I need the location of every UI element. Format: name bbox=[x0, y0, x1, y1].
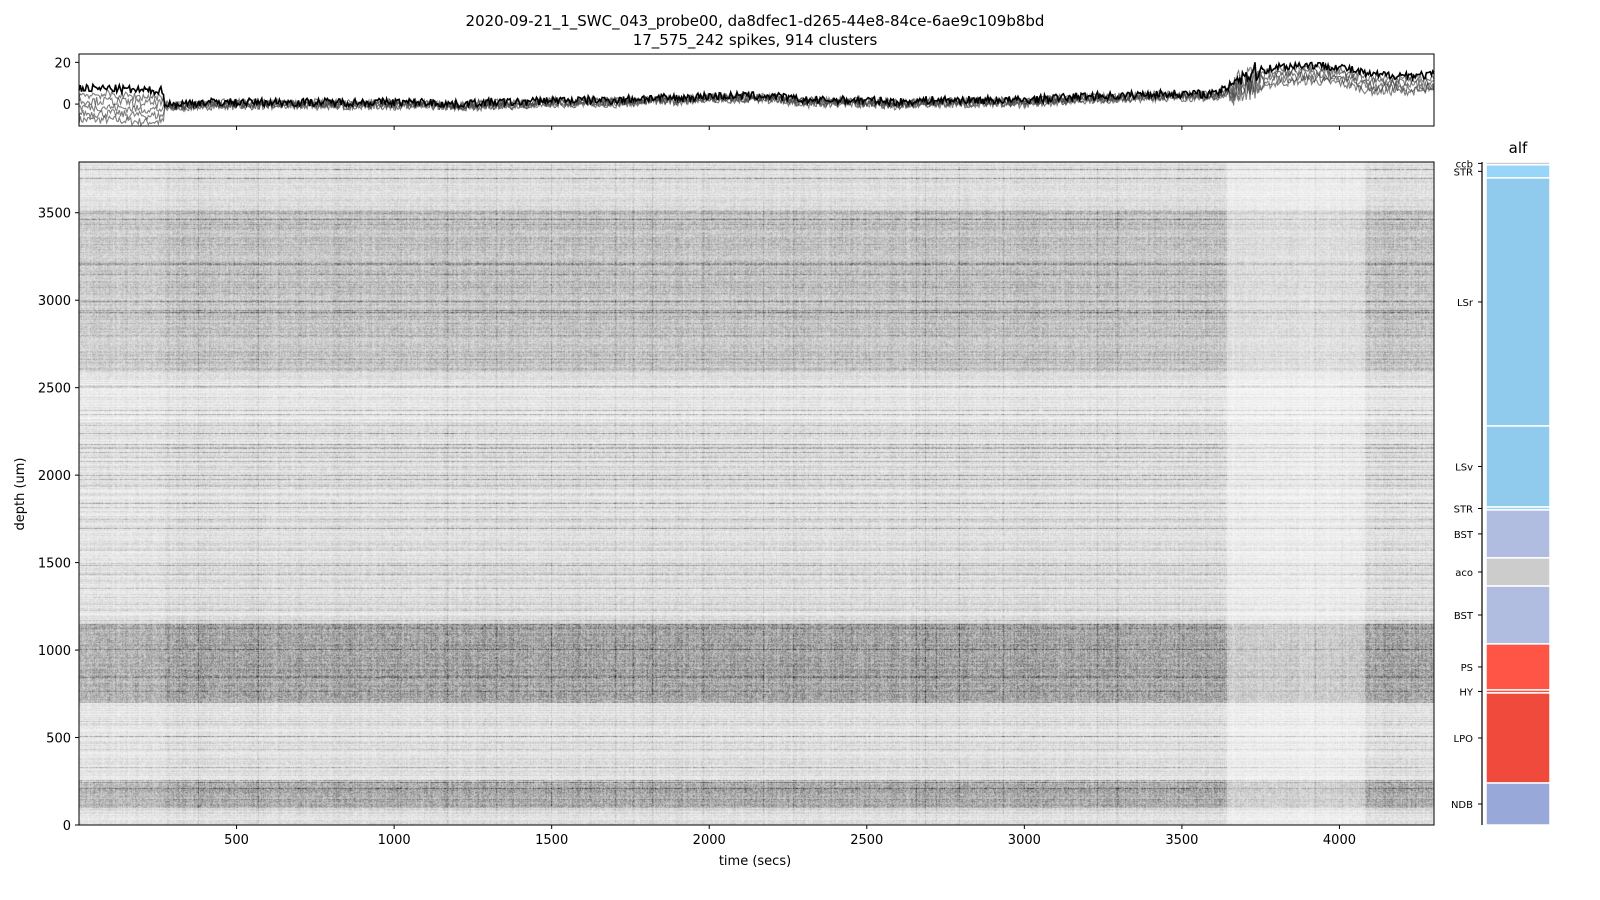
y-tick-label: 2000 bbox=[38, 469, 71, 484]
region-aco bbox=[1485, 557, 1551, 587]
drift-panel: 0 20 bbox=[54, 53, 1435, 130]
region-lsr bbox=[1485, 177, 1551, 427]
raster-axes-frame bbox=[78, 161, 1435, 826]
x-tick-label: 2000 bbox=[693, 833, 726, 848]
region-label: LPO bbox=[1454, 734, 1474, 745]
y-tick-label: 1500 bbox=[38, 557, 71, 572]
x-tick-label: 500 bbox=[224, 833, 249, 848]
x-tick-label: 2500 bbox=[850, 833, 883, 848]
drift-axes-frame bbox=[78, 53, 1435, 127]
y-tick-label: 3500 bbox=[38, 207, 71, 222]
spike-raster bbox=[79, 162, 1434, 825]
x-tick-label: 4000 bbox=[1323, 833, 1356, 848]
region-label: STR bbox=[1454, 504, 1473, 515]
y-tick-label: 2500 bbox=[38, 382, 71, 397]
region-lpo bbox=[1485, 692, 1551, 784]
region-panel-title: alf bbox=[1509, 139, 1528, 157]
drift-line bbox=[78, 60, 1435, 111]
region-ps bbox=[1485, 643, 1551, 691]
chart-subtitle: 17_575_242 spikes, 914 clusters bbox=[632, 31, 878, 49]
region-label: ccb bbox=[1456, 159, 1473, 170]
region-bst bbox=[1485, 509, 1551, 559]
x-axis-label: time (secs) bbox=[719, 854, 791, 869]
region-label: BST bbox=[1454, 611, 1474, 622]
region-label: NDB bbox=[1451, 800, 1473, 811]
raster-axes: 500 1000 1500 2000 2500 3000 3500 4000 0 500 1000 1… bbox=[38, 161, 1435, 848]
region-lsv bbox=[1485, 425, 1551, 508]
y-tick-label: 500 bbox=[46, 732, 71, 747]
y-tick-label: 0 bbox=[63, 819, 71, 834]
y-axis-label: depth (um) bbox=[13, 457, 28, 530]
region-label: BST bbox=[1454, 530, 1474, 541]
region-label: STR bbox=[1454, 167, 1473, 178]
y-tick-label: 3000 bbox=[38, 294, 71, 309]
x-tick-label: 1000 bbox=[378, 833, 411, 848]
drift-y-tick-label: 0 bbox=[63, 98, 71, 113]
region-label: PS bbox=[1461, 663, 1473, 674]
drift-y-tick-label: 20 bbox=[54, 56, 71, 71]
x-tick-label: 1500 bbox=[535, 833, 568, 848]
region-label: HY bbox=[1459, 687, 1474, 698]
x-tick-label: 3500 bbox=[1165, 833, 1198, 848]
region-label: LSr bbox=[1457, 298, 1474, 309]
region-bst bbox=[1485, 585, 1551, 645]
region-str bbox=[1485, 164, 1551, 179]
chart-title: 2020-09-21_1_SWC_043_probe00, da8dfec1-d… bbox=[465, 12, 1045, 30]
x-tick-label: 3000 bbox=[1008, 833, 1041, 848]
y-tick-label: 1000 bbox=[38, 644, 71, 659]
region-ndb bbox=[1485, 782, 1551, 826]
region-label: aco bbox=[1455, 568, 1473, 579]
region-label: LSv bbox=[1455, 462, 1473, 473]
